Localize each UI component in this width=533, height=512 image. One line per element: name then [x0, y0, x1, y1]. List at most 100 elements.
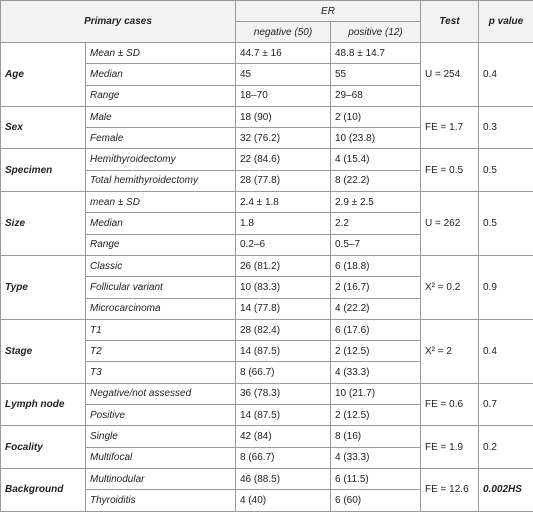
- p-value-cell: 0.4: [479, 319, 533, 383]
- test-cell: FE = 12.6: [421, 468, 479, 511]
- negative-cell: 0.2–6: [236, 234, 331, 255]
- row-name: Follicular variant: [86, 277, 236, 298]
- group-label: Focality: [1, 426, 86, 469]
- negative-cell: 14 (77.8): [236, 298, 331, 319]
- row-name: Positive: [86, 405, 236, 426]
- group-label: Stage: [1, 319, 86, 383]
- negative-cell: 8 (66.7): [236, 447, 331, 468]
- row-name: Hemithyroidectomy: [86, 149, 236, 170]
- positive-cell: 29–68: [331, 85, 421, 106]
- p-value-cell: 0.2: [479, 426, 533, 469]
- header-cell: Primary cases: [1, 1, 236, 43]
- header-cell: p value: [479, 1, 533, 43]
- header-cell: Test: [421, 1, 479, 43]
- negative-cell: 28 (77.8): [236, 170, 331, 191]
- row-name: Female: [86, 128, 236, 149]
- positive-cell: 2 (10): [331, 106, 421, 127]
- positive-cell: 10 (23.8): [331, 128, 421, 149]
- group-label: Background: [1, 468, 86, 511]
- negative-cell: 26 (81.2): [236, 255, 331, 276]
- header-cell: ER: [236, 1, 421, 22]
- test-cell: FE = 1.7: [421, 106, 479, 149]
- group-label: Age: [1, 43, 86, 107]
- group-label: Sex: [1, 106, 86, 149]
- negative-cell: 28 (82.4): [236, 319, 331, 340]
- row-name: Range: [86, 234, 236, 255]
- p-value-cell: 0.9: [479, 255, 533, 319]
- positive-cell: 55: [331, 64, 421, 85]
- row-name: Range: [86, 85, 236, 106]
- negative-cell: 10 (83.3): [236, 277, 331, 298]
- p-value-cell: 0.002HS: [479, 468, 533, 511]
- p-value-cell: 0.5: [479, 149, 533, 192]
- positive-cell: 2 (16.7): [331, 277, 421, 298]
- test-cell: X² = 2: [421, 319, 479, 383]
- header-cell: positive (12): [331, 22, 421, 43]
- header-row: Primary cases ER Test p value: [1, 1, 533, 22]
- negative-cell: 18–70: [236, 85, 331, 106]
- p-value-cell: 0.5: [479, 192, 533, 256]
- row-name: Median: [86, 64, 236, 85]
- negative-cell: 32 (76.2): [236, 128, 331, 149]
- row-name: Multifocal: [86, 447, 236, 468]
- positive-cell: 2 (12.5): [331, 405, 421, 426]
- row-name: Multinodular: [86, 468, 236, 489]
- group-label: Size: [1, 192, 86, 256]
- positive-cell: 10 (21.7): [331, 383, 421, 404]
- row-name: Male: [86, 106, 236, 127]
- positive-cell: 4 (33.3): [331, 447, 421, 468]
- negative-cell: 8 (66.7): [236, 362, 331, 383]
- group-label: Specimen: [1, 149, 86, 192]
- row-name: Classic: [86, 255, 236, 276]
- negative-cell: 2.4 ± 1.8: [236, 192, 331, 213]
- negative-cell: 14 (87.5): [236, 341, 331, 362]
- test-cell: FE = 0.6: [421, 383, 479, 426]
- positive-cell: 6 (17.6): [331, 319, 421, 340]
- p-value-cell: 0.4: [479, 43, 533, 107]
- positive-cell: 4 (33.3): [331, 362, 421, 383]
- positive-cell: 0.5–7: [331, 234, 421, 255]
- negative-cell: 4 (40): [236, 490, 331, 511]
- positive-cell: 4 (22.2): [331, 298, 421, 319]
- row-name: Thyroiditis: [86, 490, 236, 511]
- row-name: Median: [86, 213, 236, 234]
- positive-cell: 8 (16): [331, 426, 421, 447]
- positive-cell: 6 (18.8): [331, 255, 421, 276]
- positive-cell: 2.2: [331, 213, 421, 234]
- test-cell: U = 254: [421, 43, 479, 107]
- row-name: mean ± SD: [86, 192, 236, 213]
- positive-cell: 4 (15.4): [331, 149, 421, 170]
- row-name: Total hemithyroidectomy: [86, 170, 236, 191]
- negative-cell: 46 (88.5): [236, 468, 331, 489]
- row-name: Mean ± SD: [86, 43, 236, 64]
- group-label: Lymph node: [1, 383, 86, 426]
- test-cell: FE = 0.5: [421, 149, 479, 192]
- test-cell: U = 262: [421, 192, 479, 256]
- row-name: T2: [86, 341, 236, 362]
- positive-cell: 48.8 ± 14.7: [331, 43, 421, 64]
- p-value-cell: 0.3: [479, 106, 533, 149]
- test-cell: FE = 1.9: [421, 426, 479, 469]
- negative-cell: 14 (87.5): [236, 405, 331, 426]
- positive-cell: 2 (12.5): [331, 341, 421, 362]
- negative-cell: 42 (84): [236, 426, 331, 447]
- group-label: Type: [1, 255, 86, 319]
- row-name: Microcarcinoma: [86, 298, 236, 319]
- row-name: T1: [86, 319, 236, 340]
- row-name: T3: [86, 362, 236, 383]
- test-cell: X² = 0.2: [421, 255, 479, 319]
- negative-cell: 22 (84.6): [236, 149, 331, 170]
- negative-cell: 44.7 ± 16: [236, 43, 331, 64]
- negative-cell: 45: [236, 64, 331, 85]
- table-header: Primary cases ER Test p value negative (…: [1, 1, 533, 43]
- positive-cell: 2.9 ± 2.5: [331, 192, 421, 213]
